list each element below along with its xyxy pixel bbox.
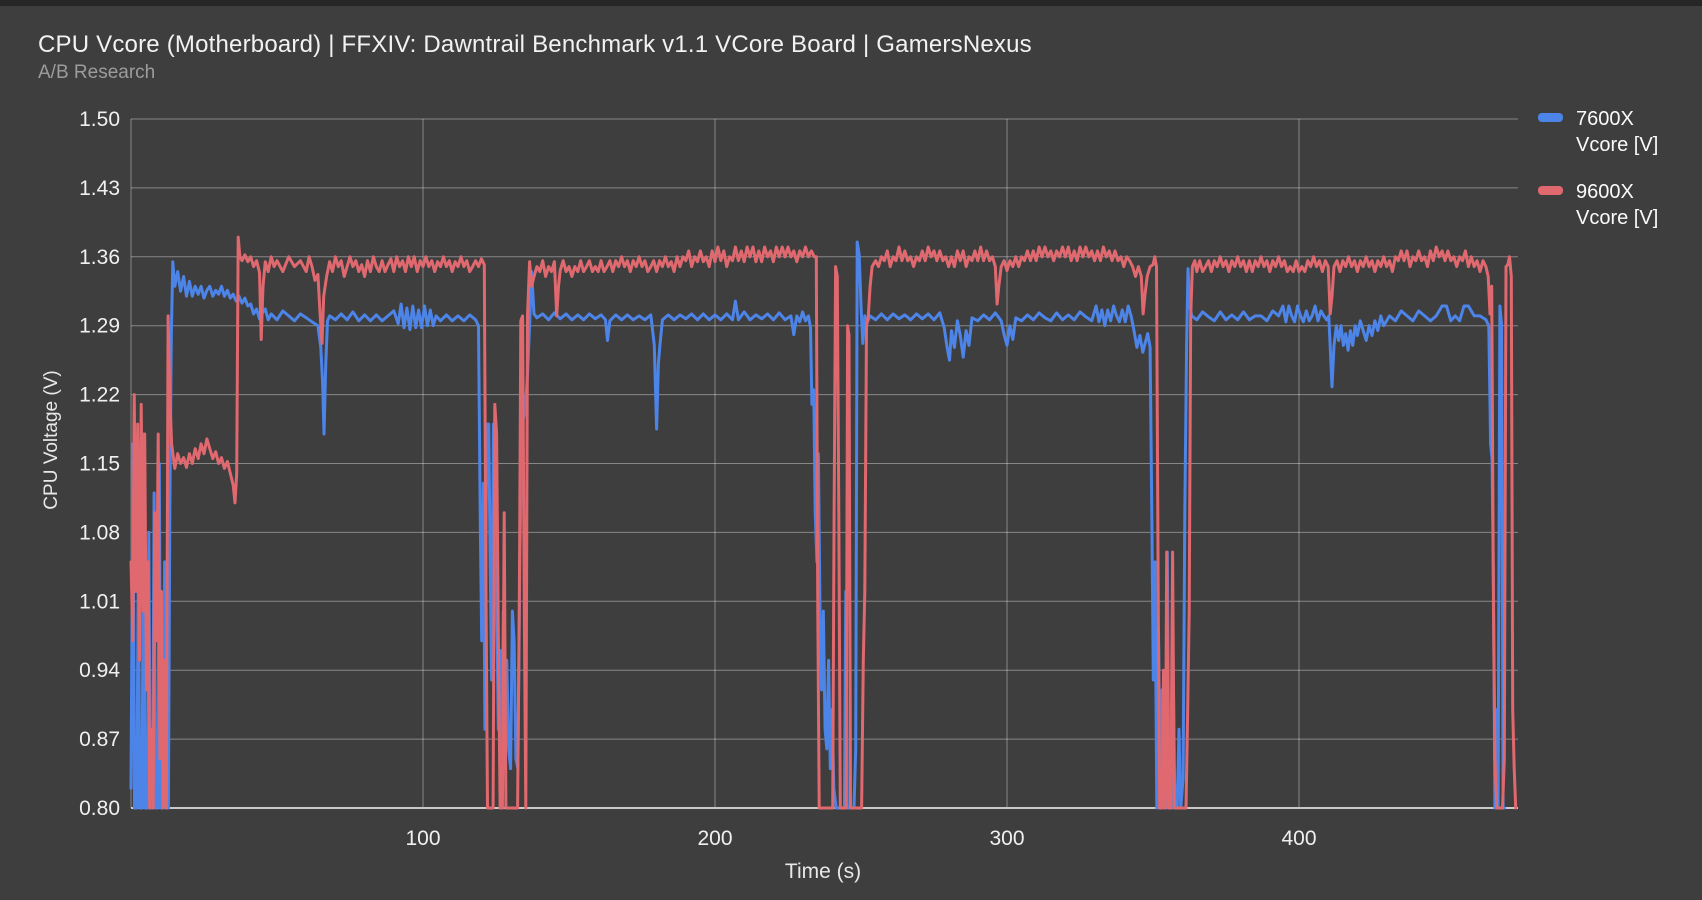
x-tick-label: 300 — [989, 827, 1024, 850]
series-line-7600x — [129, 240, 1506, 810]
y-tick-label: 1.15 — [79, 453, 120, 476]
y-tick-label: 1.08 — [79, 521, 120, 544]
y-tick-label: 0.87 — [79, 728, 120, 751]
y-tick-label: 1.43 — [79, 177, 120, 200]
x-tick-label: 200 — [697, 827, 732, 850]
chart-subtitle: A/B Research — [38, 62, 156, 83]
legend: 7600X Vcore [V] 9600X Vcore [V] — [1538, 106, 1670, 232]
y-tick-label: 0.80 — [79, 797, 120, 820]
chart-title: CPU Vcore (Motherboard) | FFXIV: Dawntra… — [38, 31, 1032, 58]
x-tick-label: 100 — [405, 827, 440, 850]
y-axis-title: CPU Voltage (V) — [41, 370, 62, 510]
y-tick-label: 1.36 — [79, 246, 120, 269]
x-tick-label: 400 — [1281, 827, 1316, 850]
y-tick-label: 1.01 — [79, 590, 120, 613]
legend-label-7600x: 7600X Vcore [V] — [1576, 108, 1659, 157]
top-strip — [0, 0, 1702, 6]
y-tick-label: 1.50 — [79, 108, 120, 131]
legend-swatch-7600x-icon — [1538, 113, 1563, 122]
legend-item-7600x: 7600X Vcore [V] — [1538, 106, 1670, 159]
series-line-9600x — [129, 235, 1518, 810]
legend-label-9600x: 9600X Vcore [V] — [1576, 180, 1659, 230]
legend-item-9600x: 9600X Vcore [V] — [1538, 179, 1670, 232]
y-tick-label: 1.22 — [79, 384, 120, 407]
y-tick-label: 0.94 — [79, 659, 120, 682]
y-tick-label: 1.29 — [79, 315, 120, 338]
legend-swatch-9600x-icon — [1538, 185, 1563, 195]
x-axis-title: Time (s) — [784, 860, 862, 883]
